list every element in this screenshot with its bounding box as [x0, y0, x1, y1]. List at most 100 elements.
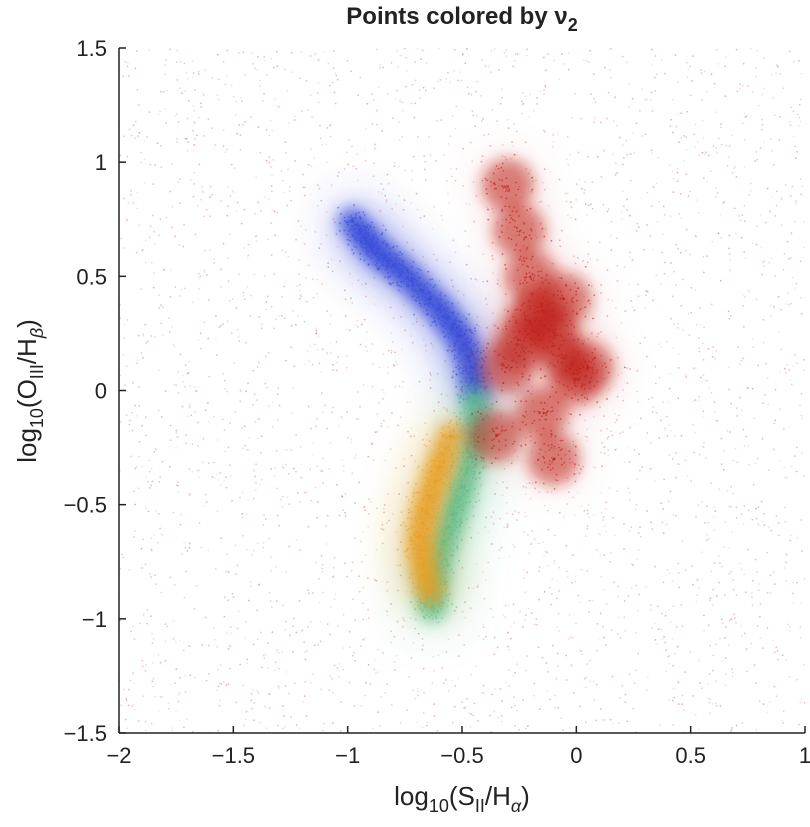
noise-point: [694, 431, 697, 434]
data-point: [440, 304, 442, 307]
data-point: [453, 437, 456, 439]
data-point: [482, 467, 485, 470]
data-point: [474, 412, 476, 414]
noise-point: [449, 135, 452, 138]
noise-point: [220, 200, 223, 203]
noise-point: [259, 323, 262, 326]
noise-point: [402, 637, 405, 640]
noise-point: [299, 501, 301, 503]
noise-point: [743, 205, 746, 207]
noise-point: [482, 280, 484, 283]
noise-point: [138, 404, 141, 407]
noise-point: [331, 270, 334, 273]
noise-point: [325, 543, 328, 545]
noise-point: [669, 490, 672, 493]
noise-point: [396, 89, 399, 92]
noise-point: [227, 648, 230, 650]
noise-point: [268, 537, 271, 540]
noise-point: [599, 554, 602, 557]
noise-point: [304, 651, 307, 653]
noise-point: [732, 459, 735, 462]
noise-point: [235, 573, 238, 576]
data-point: [401, 263, 404, 265]
noise-point: [277, 419, 280, 422]
noise-point: [227, 186, 230, 189]
noise-point: [262, 541, 265, 544]
noise-point: [472, 114, 475, 117]
noise-point: [583, 510, 586, 512]
noise-point: [501, 155, 504, 158]
noise-point: [374, 303, 377, 305]
data-point: [475, 396, 478, 398]
noise-point: [606, 269, 609, 272]
noise-point: [226, 214, 229, 217]
noise-point: [584, 535, 587, 537]
data-point: [381, 232, 384, 234]
data-point: [343, 229, 346, 232]
data-point: [474, 417, 477, 419]
noise-point: [747, 85, 750, 87]
noise-point: [549, 698, 551, 701]
noise-point: [713, 506, 716, 509]
noise-point: [192, 72, 195, 74]
noise-point: [681, 694, 684, 697]
data-point: [410, 278, 413, 280]
noise-point: [287, 255, 290, 258]
noise-point: [689, 65, 691, 67]
noise-point: [705, 379, 708, 382]
noise-point: [312, 453, 314, 456]
noise-point: [198, 469, 201, 472]
noise-point: [723, 201, 726, 203]
noise-point: [290, 51, 293, 54]
noise-point: [311, 673, 314, 675]
noise-point: [365, 295, 367, 298]
noise-point: [250, 52, 253, 55]
data-point: [443, 336, 446, 338]
noise-point: [387, 372, 389, 375]
noise-point: [253, 273, 256, 276]
noise-point: [724, 684, 727, 687]
data-point: [444, 543, 447, 545]
noise-point: [668, 662, 671, 665]
data-point: [359, 215, 361, 218]
noise-point: [325, 210, 328, 213]
noise-point: [568, 422, 570, 425]
data-point: [448, 481, 451, 484]
noise-point: [423, 215, 426, 218]
data-point: [439, 456, 441, 459]
noise-point: [715, 49, 718, 51]
noise-point: [720, 126, 722, 129]
noise-point: [318, 247, 321, 250]
data-point: [377, 238, 379, 241]
noise-point: [605, 501, 607, 504]
noise-point: [220, 324, 223, 327]
noise-point: [333, 50, 335, 52]
data-point: [359, 252, 362, 255]
noise-point: [357, 279, 360, 281]
noise-point: [124, 61, 127, 63]
noise-point: [138, 440, 141, 443]
noise-point: [559, 245, 562, 248]
noise-point: [131, 705, 134, 708]
noise-point: [775, 204, 778, 207]
noise-point: [577, 594, 580, 597]
data-point: [461, 495, 463, 498]
noise-point: [798, 59, 800, 62]
noise-point: [577, 491, 579, 494]
noise-point: [433, 87, 435, 90]
noise-point: [230, 163, 233, 166]
noise-point: [587, 155, 589, 158]
noise-point: [600, 331, 602, 333]
data-point: [389, 264, 391, 266]
data-point: [438, 448, 440, 450]
noise-point: [355, 453, 357, 456]
noise-point: [376, 48, 378, 51]
noise-point: [385, 201, 388, 204]
noise-point: [722, 202, 725, 204]
data-point: [462, 370, 464, 373]
noise-point: [719, 637, 721, 640]
noise-point: [762, 341, 765, 344]
noise-point: [271, 174, 273, 177]
noise-point: [780, 308, 783, 311]
noise-point: [364, 282, 367, 285]
